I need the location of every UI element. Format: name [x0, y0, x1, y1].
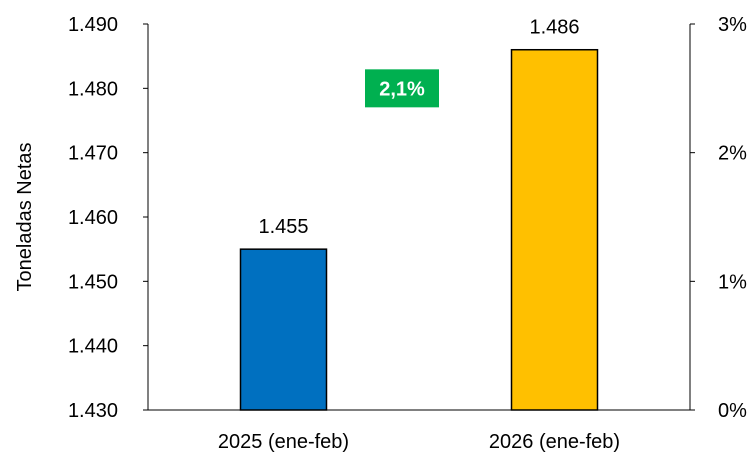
y2-tick-label: 1%: [718, 271, 747, 293]
x-tick-label: 2026 (ene-feb): [489, 431, 620, 453]
growth-badge-label: 2,1%: [379, 78, 425, 100]
y-tick-label: 1.440: [68, 336, 118, 358]
y-tick-label: 1.460: [68, 207, 118, 229]
y-tick-label: 1.490: [68, 14, 118, 36]
y-tick-label: 1.470: [68, 143, 118, 165]
y-tick-label: 1.430: [68, 400, 118, 422]
y2-tick-label: 3%: [718, 14, 747, 36]
growth-badge: [365, 69, 439, 108]
y2-tick-label: 2%: [718, 143, 747, 165]
y-axis-title: Toneladas Netas: [14, 143, 36, 292]
y2-tick-label: 0%: [718, 400, 747, 422]
bar: [510, 48, 599, 411]
bar-value-label: 1.486: [529, 17, 579, 39]
bar-value-label: 1.455: [258, 216, 308, 238]
x-tick-label: 2025 (ene-feb): [218, 431, 349, 453]
bar: [239, 248, 328, 411]
y-tick-label: 1.480: [68, 78, 118, 100]
y-tick-label: 1.450: [68, 271, 118, 293]
